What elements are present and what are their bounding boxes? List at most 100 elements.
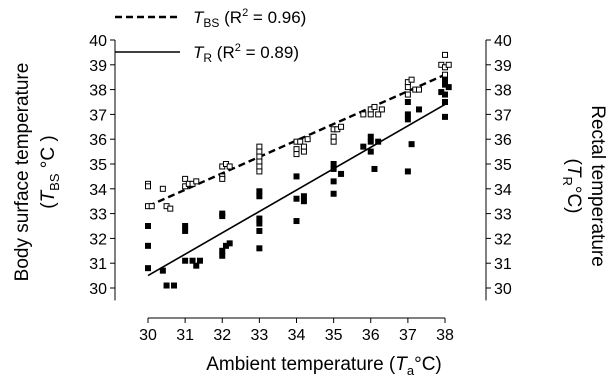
data-point-t-r: [438, 89, 445, 96]
data-point-t-bs: [304, 136, 311, 143]
data-point-t-r: [408, 141, 415, 148]
data-point-t-r: [196, 257, 203, 264]
data-point-t-r: [145, 265, 151, 272]
data-point-t-r: [293, 218, 300, 225]
data-point-t-r: [145, 242, 151, 249]
data-point-t-bs: [442, 71, 448, 78]
svg-text:Body surface temperature: Body surface temperature: [12, 63, 33, 282]
data-point-t-r: [442, 99, 448, 105]
data-point-t-r: [360, 143, 367, 150]
x-tick-label: 30: [139, 327, 157, 344]
legend-tr-label: TR (R2 = 0.89): [193, 42, 299, 65]
data-point-t-r: [375, 138, 382, 145]
data-point-t-r: [300, 198, 307, 205]
x-tick-label: 31: [176, 327, 194, 344]
data-point-t-r: [256, 188, 263, 195]
data-point-t-bs: [293, 146, 300, 153]
data-point-t-r: [256, 193, 263, 200]
data-point-t-r: [163, 282, 170, 289]
x-tick-label: 37: [399, 327, 417, 344]
y-axis-left-label: Body surface temperature (TBS °C ): [12, 63, 62, 282]
data-point-t-r: [226, 240, 233, 247]
data-point-t-bs: [256, 168, 263, 175]
data-point-t-r: [330, 190, 337, 197]
data-point-t-r: [182, 227, 189, 234]
y-right-tick-label: 32: [494, 231, 512, 248]
data-point-t-r: [330, 178, 337, 185]
data-point-t-bs: [148, 203, 155, 210]
data-point-t-bs: [145, 183, 151, 190]
data-point-t-r: [256, 245, 263, 252]
y-left-tick-label: 31: [89, 256, 107, 273]
data-point-t-bs: [193, 178, 200, 185]
data-point-t-bs: [360, 111, 367, 118]
data-point-t-r: [445, 84, 452, 91]
data-point-t-r: [367, 133, 374, 140]
y-right-tick-label: 36: [494, 132, 512, 149]
data-point-t-r: [182, 257, 189, 264]
trend-line-t-bs: [147, 73, 446, 208]
y-right-tick-label: 40: [494, 33, 512, 50]
x-tick-label: 35: [325, 327, 343, 344]
svg-text:Rectal temperature: Rectal temperature: [587, 105, 608, 267]
data-point-t-bs: [330, 138, 337, 145]
x-tick-label: 32: [213, 327, 231, 344]
legend-tbs-label: TBS (R2 = 0.96): [193, 7, 306, 30]
data-point-t-bs: [226, 163, 233, 170]
data-point-t-bs: [338, 123, 345, 130]
data-point-t-r: [219, 252, 226, 259]
y-left-tick-label: 39: [89, 58, 107, 75]
data-point-t-r: [256, 220, 263, 227]
data-point-t-bs: [445, 61, 452, 68]
y-left-tick-label: 38: [89, 83, 107, 100]
data-point-t-r: [145, 223, 151, 229]
data-point-t-bs: [256, 143, 263, 150]
data-point-t-r: [256, 215, 263, 222]
data-point-t-r: [219, 247, 226, 254]
x-tick-label: 38: [436, 327, 454, 344]
data-point-t-bs: [256, 158, 263, 165]
data-point-t-r: [170, 282, 177, 289]
svg-text:(TR°C): (TR°C): [560, 159, 584, 214]
data-point-t-bs: [219, 175, 226, 182]
data-point-t-bs: [408, 76, 415, 83]
svg-text:(TBS °C ): (TBS °C ): [38, 135, 62, 209]
data-point-t-bs: [442, 51, 448, 58]
y-right-tick-label: 31: [494, 256, 512, 273]
y-left-tick-label: 37: [89, 107, 107, 124]
data-point-t-r: [371, 165, 378, 172]
x-tick-label: 33: [250, 327, 268, 344]
data-point-t-r: [442, 91, 448, 98]
data-point-t-r: [442, 76, 448, 83]
data-point-t-r: [330, 165, 337, 172]
data-point-t-bs: [367, 111, 374, 118]
y-right-tick-label: 39: [494, 58, 512, 75]
data-point-t-r: [159, 267, 166, 274]
y-left-tick-label: 35: [89, 157, 107, 174]
data-point-t-bs: [375, 111, 382, 118]
data-point-t-bs: [256, 153, 263, 160]
data-point-t-r: [367, 138, 374, 145]
data-point-t-r: [442, 113, 448, 120]
data-point-t-bs: [167, 205, 174, 212]
data-point-t-bs: [159, 185, 166, 192]
y-right-tick-label: 38: [494, 83, 512, 100]
x-tick-label: 36: [362, 327, 380, 344]
axes-group: 30 30 31 31 32 32 33 33 34 34 35 35 36 36 37 37 38 38 39 39…: [89, 33, 512, 344]
data-points: [145, 51, 452, 289]
data-point-t-bs: [300, 143, 307, 150]
y-right-tick-label: 37: [494, 107, 512, 124]
y-left-tick-label: 30: [89, 281, 107, 298]
trend-lines: [147, 73, 446, 277]
y-left-tick-label: 34: [89, 182, 107, 199]
y-left-tick-label: 36: [89, 132, 107, 149]
x-tick-label: 34: [288, 327, 306, 344]
data-point-t-bs: [416, 86, 423, 93]
data-point-t-bs: [404, 84, 411, 91]
data-point-t-bs: [300, 148, 307, 155]
data-point-t-bs: [182, 175, 189, 182]
data-point-t-bs: [330, 133, 337, 140]
y-right-tick-label: 34: [494, 182, 512, 199]
data-point-t-bs: [371, 103, 378, 110]
trend-line-t-r: [147, 103, 446, 277]
